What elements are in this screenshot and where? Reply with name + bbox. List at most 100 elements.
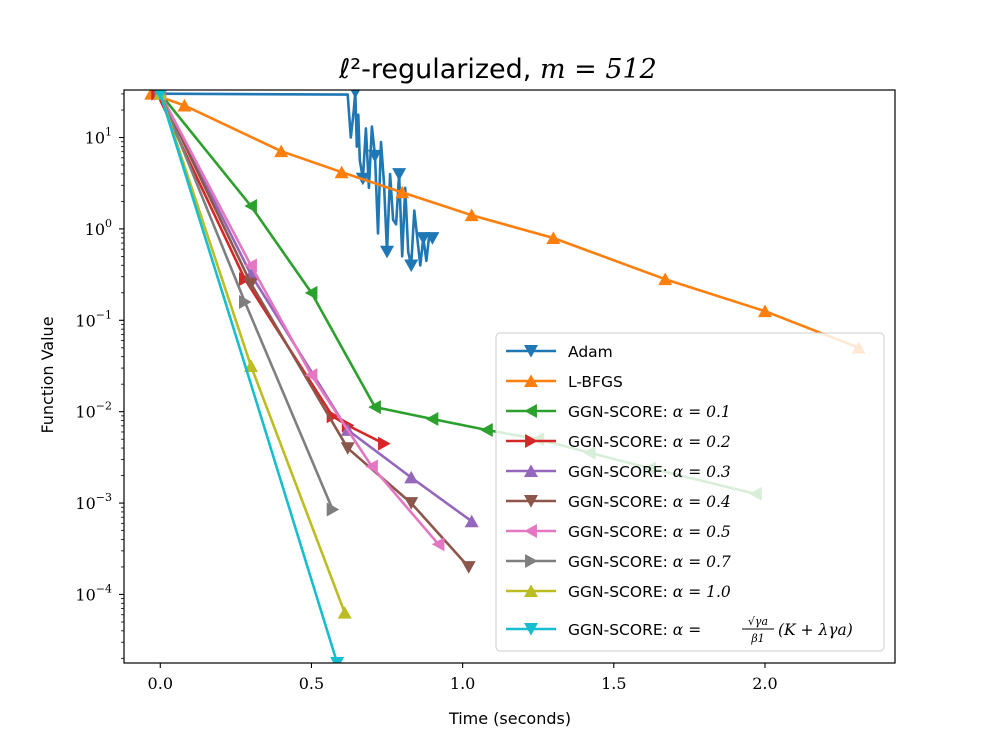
series-6-marker [244,258,257,273]
legend-marker [524,524,537,538]
legend-entry: GGN-SCORE: α = 0.3 [506,463,731,481]
legend-label: L-BFGS [568,373,623,391]
x-tick-label: 0.0 [148,674,173,693]
chart-title-math: m = 512 [540,54,657,85]
series-4-line [158,91,474,524]
series-0-marker [392,168,407,181]
legend-frac-suffix: (K + λγa) [778,621,853,639]
legend-marker [524,404,537,418]
legend-entry: GGN-SCORE: α = 0.7 [506,553,731,571]
legend-marker [525,434,538,448]
legend-frac-den: β1 [750,632,764,645]
x-tick-label: 0.5 [299,674,324,693]
series-5-line [158,91,471,569]
series-3-marker [378,436,391,451]
series-1-marker [464,208,479,222]
series-4 [153,90,479,528]
series-7-marker [238,295,252,310]
series-6-line [158,91,441,547]
series-8-marker [337,606,352,619]
series-0 [154,90,440,273]
series-1-marker [757,304,772,318]
series-0-marker [416,232,431,245]
series-9-marker [154,90,167,101]
series-1-marker [658,272,673,286]
series-1-marker [546,231,561,244]
series-4-marker [464,514,479,528]
series-2-marker [304,285,318,300]
legend-label: GGN-SCORE: α = 0.1 [568,403,731,421]
y-tick-label: 10−3 [75,491,112,513]
legend-box [495,332,885,652]
legend-marker [524,374,538,387]
legend-entry: GGN-SCORE: α = 1.0 [506,583,731,601]
y-tick-label: 100 [85,217,112,239]
series-1-marker [177,98,192,112]
x-tick-label: 2.0 [752,674,777,693]
y-tick-label: 101 [85,126,112,148]
series-2-marker [425,411,439,426]
series-2-marker [244,199,257,214]
series-5-marker [461,561,476,574]
legend-marker [524,584,538,597]
series-7-marker [326,502,340,517]
series-0-marker [425,232,440,245]
y-tick-label: 10−1 [75,308,112,330]
series-1-line [149,92,861,350]
series-2-marker [480,422,493,437]
series-5-marker [340,442,355,455]
series-0-marker [367,149,382,163]
series-6-marker [304,368,318,383]
series-0-marker [380,245,395,259]
y-tick-label: 10−4 [75,582,112,604]
chart-title: ℓ²-regularized, m = 512 [338,54,657,85]
legend-marker [525,554,538,568]
legend-marker [524,345,538,358]
legend-entry: GGN-SCORE: α = 0.5 [506,523,731,541]
legend-marker [524,464,538,477]
legend-frac-num: √γa [748,615,768,628]
x-tick-label: 1.5 [601,674,626,693]
series-9-marker [330,657,345,663]
axes: 0.0 0.5 1.0 1.5 2.0 101 100 10−1 10−2 10−3 10−4 [75,89,896,693]
series-5-marker [243,277,258,291]
legend-label: GGN-SCORE: α = 0.7 [568,553,731,571]
series-9 [154,90,345,663]
chart-title-prefix: ℓ²-regularized, [338,54,540,85]
legend-entry: Adam [506,343,613,361]
legend-label: GGN-SCORE: α = 0.4 [568,493,731,511]
legend-marker [524,495,538,508]
legend-label: GGN-SCORE: α = 0.5 [568,523,731,541]
series-6-marker [431,537,445,552]
series-1 [144,90,866,354]
legend-label: GGN-SCORE: α = 0.2 [568,433,731,451]
series-5-marker [404,497,419,510]
legend-entry: GGN-SCORE: α = 0.2 [506,433,731,451]
axes-frame [123,89,896,664]
legend-entry: GGN-SCORE: α = √γa β1 (K + λγa) [506,615,853,645]
series-0-line [158,90,435,267]
series-5 [154,90,476,574]
legend-marker [524,623,538,636]
legend-label: GGN-SCORE: α = [568,621,701,639]
series-0-marker [350,90,361,99]
legend-entry: L-BFGS [506,373,623,391]
series-1-marker [395,185,410,199]
legend: Adam L-BFGS GGN-SCORE: α = 0.1 GGN-SCORE: α… [495,332,885,652]
series-7 [154,90,340,517]
series-1-marker [334,165,349,179]
x-tick-label: 1.0 [450,674,475,693]
legend-label: Adam [568,343,613,361]
series-8-line [158,92,347,615]
legend-label: GGN-SCORE: α = 1.0 [568,583,731,601]
y-axis-label: Function Value [38,316,57,433]
legend-entry: GGN-SCORE: α = 0.1 [506,403,731,421]
series-3 [151,90,391,451]
legend-entry: GGN-SCORE: α = 0.4 [506,493,731,511]
series-2-marker [368,400,381,415]
x-axis-label: Time (seconds) [448,709,571,728]
series-6-marker [365,459,378,474]
y-tick-label: 10−2 [75,400,112,422]
